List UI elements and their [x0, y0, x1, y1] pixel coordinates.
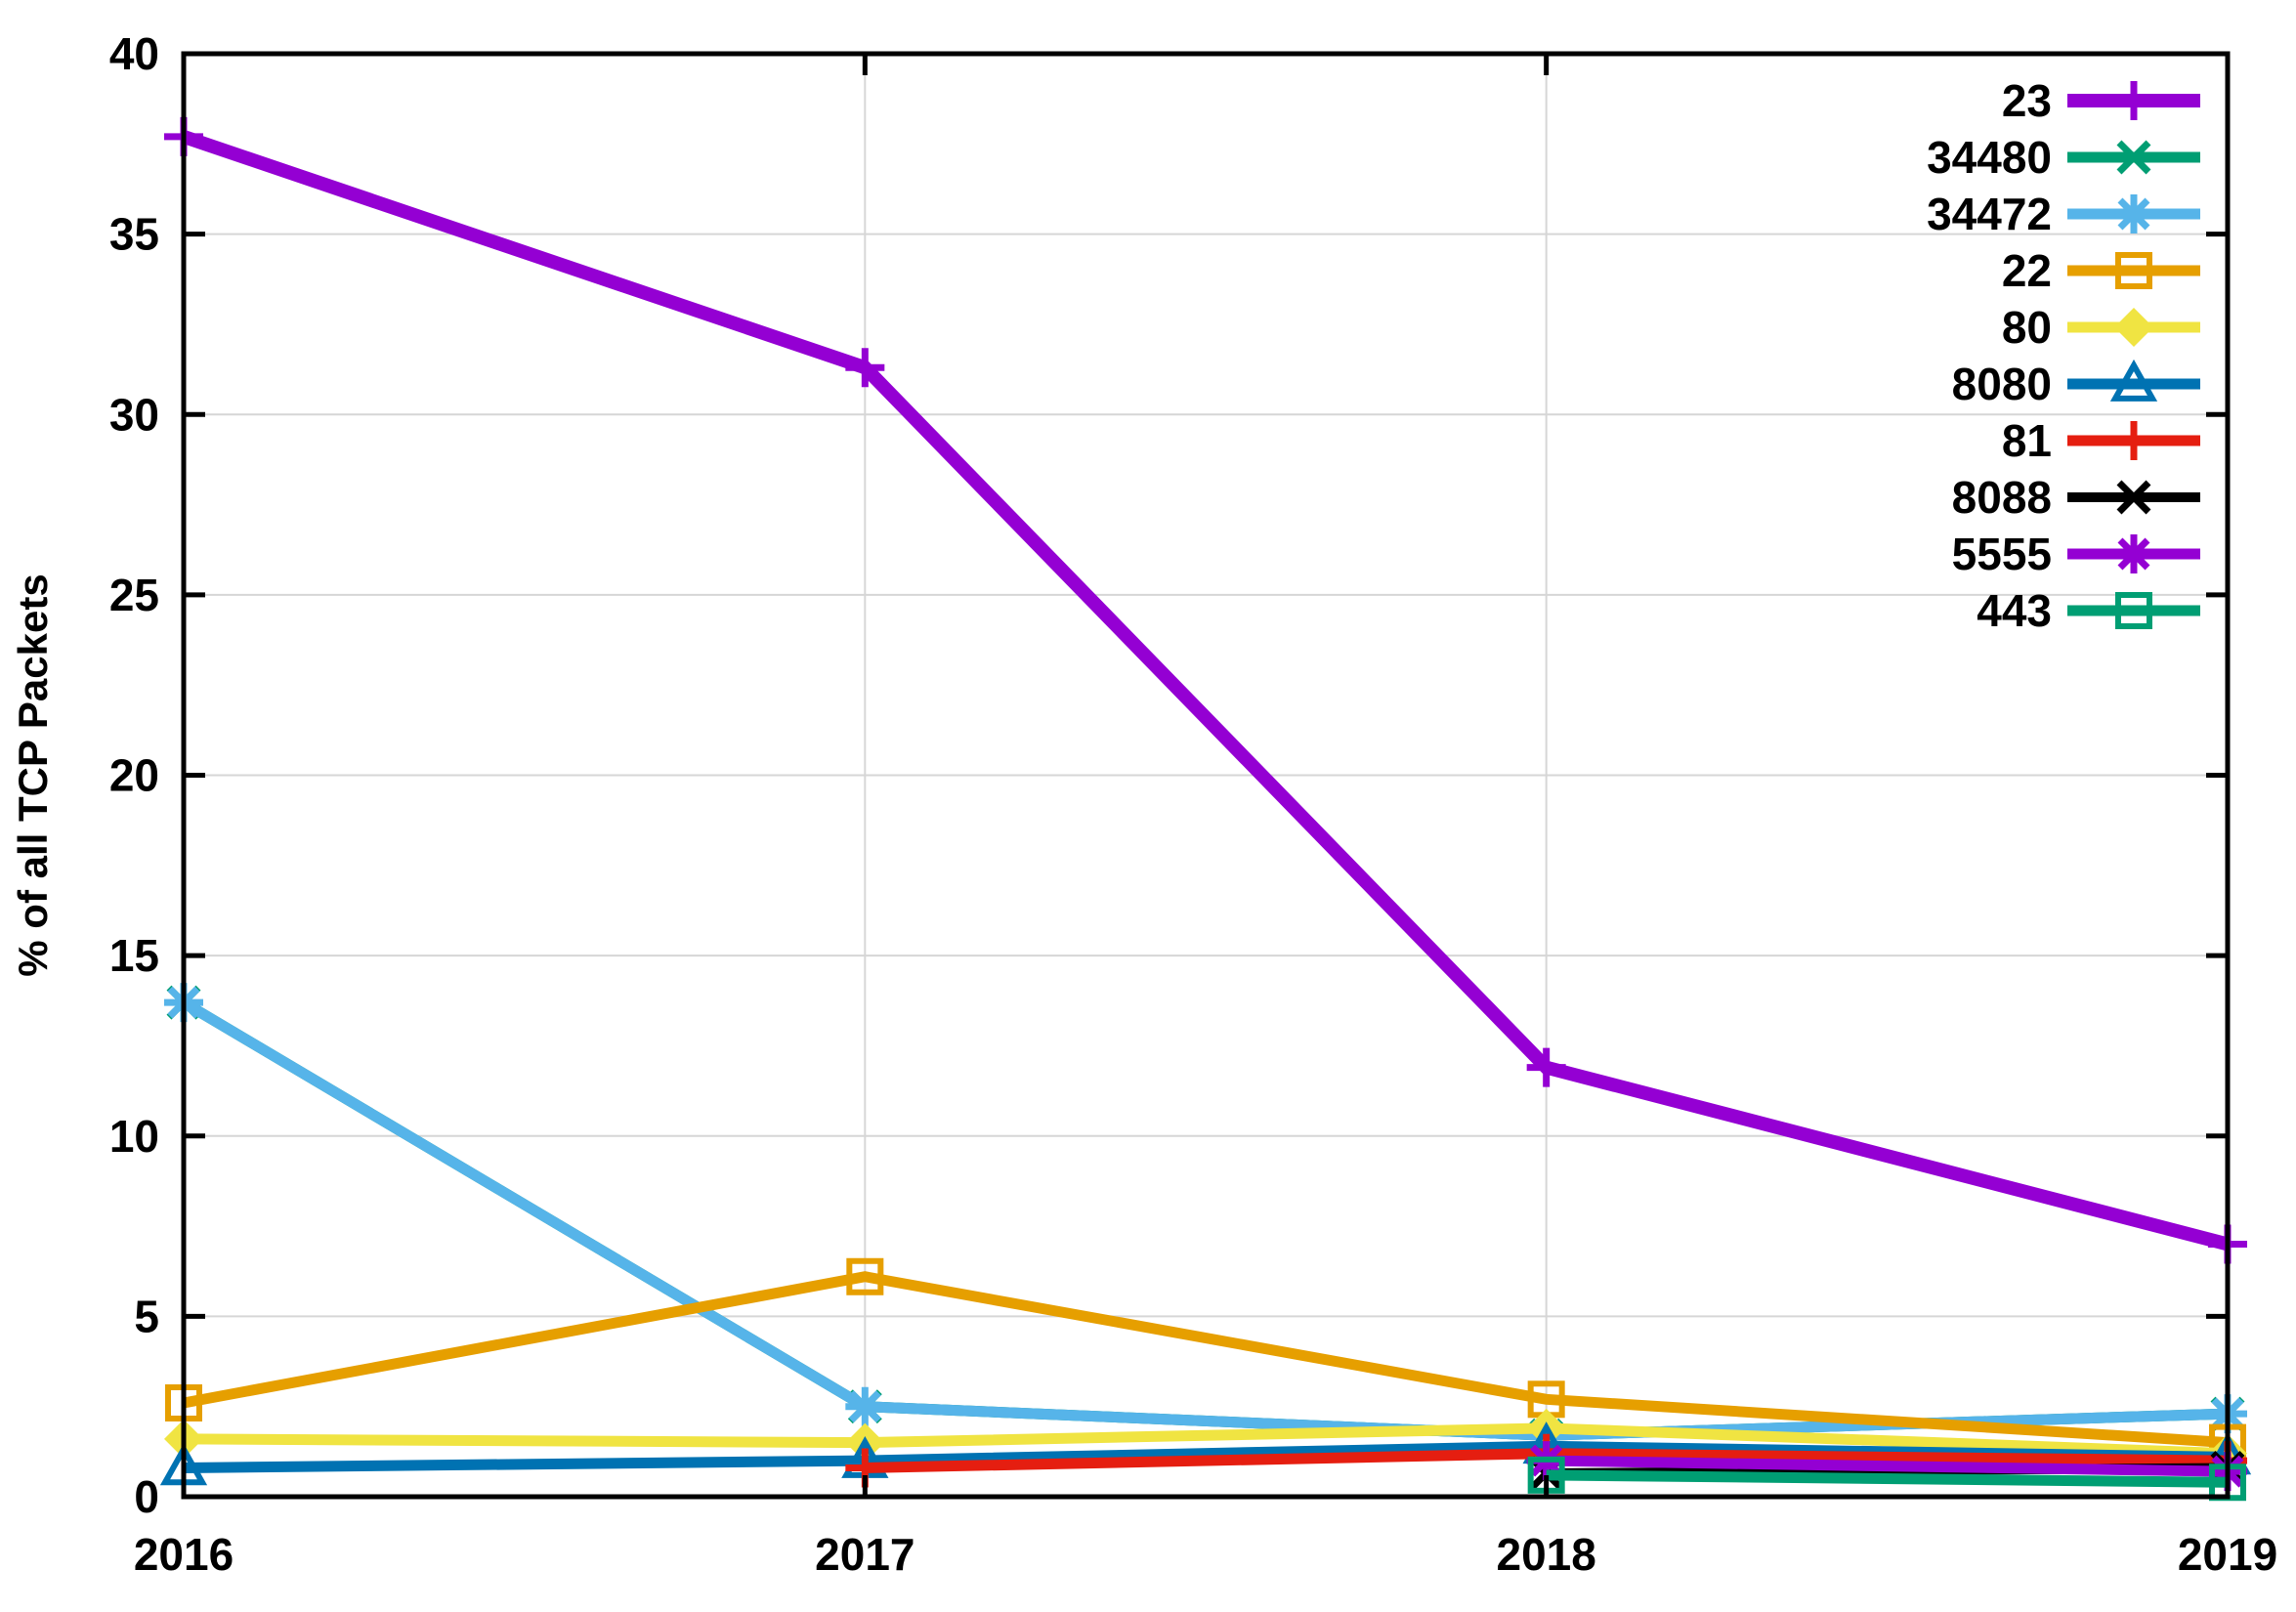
y-axis-title: % of all TCP Packets [10, 573, 56, 976]
legend-sample-marker-23 [2114, 81, 2153, 120]
legend-entry-81: 81 [2002, 415, 2200, 466]
x-tick-label: 2018 [1496, 1529, 1595, 1580]
legend-sample-marker-443 [2115, 592, 2152, 629]
series-marker-22 [846, 1257, 884, 1295]
y-tick-label: 30 [109, 389, 159, 440]
legend-sample-marker-22 [2115, 252, 2152, 289]
legend-label-80: 80 [2002, 302, 2052, 353]
legend-label-443: 443 [1977, 585, 2052, 636]
series-line-8080 [183, 1440, 2229, 1473]
y-tick-label: 15 [109, 930, 159, 981]
legend-entry-8080: 8080 [1952, 359, 2200, 409]
y-tick-label: 40 [109, 28, 159, 79]
legend-label-8088: 8088 [1952, 472, 2052, 523]
series-line-80 [183, 1422, 2229, 1460]
legend-label-8080: 8080 [1952, 359, 2052, 409]
y-tick-label: 35 [109, 209, 159, 260]
series-line-23 [181, 130, 2230, 1251]
legend-label-34480: 34480 [1927, 132, 2052, 183]
legend-sample-marker-80 [2114, 308, 2153, 347]
series-line-443 [1546, 1469, 2229, 1488]
series-line-5555 [1546, 1455, 2229, 1477]
legend-label-81: 81 [2002, 415, 2052, 466]
legend-entry-34472: 34472 [1927, 189, 2200, 239]
y-tick-label: 20 [109, 750, 159, 801]
legend-label-5555: 5555 [1952, 529, 2052, 579]
legend-sample-marker-5555 [2114, 534, 2153, 573]
series-marker-23 [845, 348, 885, 388]
legend-entry-23: 23 [2002, 75, 2200, 126]
x-tick-label: 2019 [2178, 1529, 2277, 1580]
legend-sample-marker-8080 [2109, 359, 2158, 402]
y-tick-label: 0 [134, 1471, 159, 1522]
y-tick-label: 5 [134, 1291, 159, 1341]
x-tick-label: 2016 [134, 1529, 234, 1580]
series-marker-23 [1526, 1047, 1566, 1087]
legend-entry-5555: 5555 [1952, 529, 2200, 579]
legend-sample-marker-8088 [2116, 480, 2151, 515]
y-tick-label: 10 [109, 1111, 159, 1162]
legend-label-34472: 34472 [1927, 189, 2052, 239]
series-line-22 [182, 1271, 2229, 1449]
legend-entry-8088: 8088 [1952, 472, 2200, 523]
legend-entry-22: 22 [2002, 245, 2200, 296]
legend-entry-443: 443 [1977, 585, 2200, 636]
y-tick-label: 25 [109, 570, 159, 620]
legend-sample-marker-81 [2114, 421, 2153, 460]
legend-sample-marker-34472 [2114, 194, 2153, 233]
series-marker-34472 [845, 1386, 885, 1426]
legend-label-22: 22 [2002, 245, 2052, 296]
legend-entry-80: 80 [2002, 302, 2200, 353]
legend-entry-34480: 34480 [1927, 132, 2200, 183]
x-tick-label: 2017 [815, 1529, 914, 1580]
legend-sample-marker-34480 [2116, 140, 2151, 175]
legend-label-23: 23 [2002, 75, 2052, 126]
